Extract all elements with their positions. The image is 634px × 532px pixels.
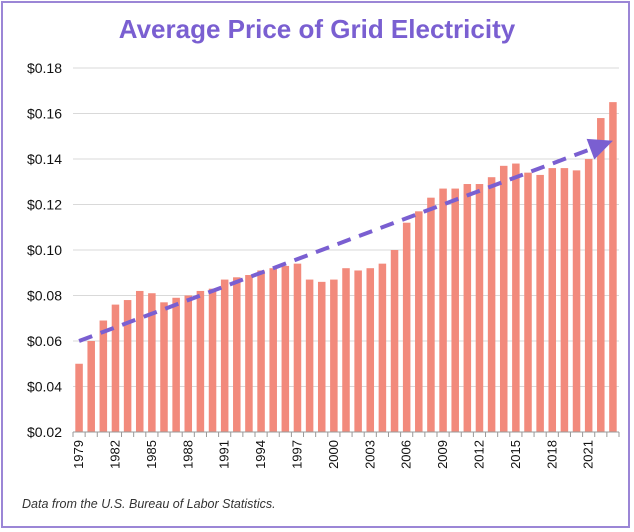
bar xyxy=(402,222,411,432)
bar xyxy=(184,295,193,432)
bar xyxy=(257,270,265,432)
bar xyxy=(75,363,83,432)
bar xyxy=(99,320,108,432)
bar xyxy=(427,197,435,432)
bar xyxy=(451,188,459,432)
x-tick-label: 1997 xyxy=(289,440,304,469)
bar xyxy=(512,163,520,433)
y-axis-ticks: $0.02 $0.04 $0.06 $0.08 $0.10 $0.12 $0.14 $0.16… xyxy=(27,60,62,440)
bar xyxy=(560,168,569,432)
bar xyxy=(354,270,362,432)
bar xyxy=(160,302,168,432)
x-tick-label: 2012 xyxy=(471,440,486,469)
trendline-arrowhead xyxy=(586,138,613,160)
x-tick-label: 2003 xyxy=(362,440,377,469)
bar xyxy=(233,277,241,432)
bar xyxy=(196,290,205,432)
x-tick-label: 2000 xyxy=(326,440,341,469)
bar xyxy=(148,293,156,432)
bar xyxy=(475,184,484,432)
y-tick-label: $0.06 xyxy=(27,333,62,349)
x-axis xyxy=(72,431,620,437)
bar xyxy=(330,279,338,432)
trendline xyxy=(78,138,613,343)
bar xyxy=(366,268,375,432)
bar xyxy=(487,177,496,432)
bar xyxy=(584,159,593,432)
y-tick-label: $0.12 xyxy=(27,197,62,213)
y-tick-label: $0.16 xyxy=(27,106,62,122)
bar xyxy=(269,268,277,432)
x-tick-label: 1985 xyxy=(144,440,159,469)
x-tick-label: 2006 xyxy=(399,440,414,469)
bar xyxy=(293,263,302,432)
bar xyxy=(439,188,447,432)
x-tick-label: 2021 xyxy=(581,440,596,469)
bar xyxy=(317,281,326,432)
x-tick-label: 2009 xyxy=(435,440,450,469)
bar xyxy=(245,275,253,432)
bar xyxy=(572,170,581,432)
chart-title: Average Price of Grid Electricity xyxy=(118,14,516,44)
bar xyxy=(378,263,387,432)
bar xyxy=(111,304,120,432)
y-tick-label: $0.08 xyxy=(27,288,62,304)
y-tick-label: $0.10 xyxy=(27,242,62,258)
bar xyxy=(609,102,617,432)
x-axis-ticks: 1979 1982 1985 1988 1991 1994 1997 2000 2003 2006… xyxy=(71,440,596,469)
x-tick-label: 1991 xyxy=(217,440,232,469)
bar xyxy=(536,174,544,433)
bar xyxy=(220,279,229,432)
bar xyxy=(390,250,399,432)
bar xyxy=(172,297,180,432)
source-note: Data from the U.S. Bureau of Labor Stati… xyxy=(22,497,276,511)
bar xyxy=(342,268,350,432)
x-tick-label: 1994 xyxy=(253,440,268,469)
x-tick-label: 1988 xyxy=(180,440,195,469)
x-tick-label: 1979 xyxy=(71,440,86,469)
x-tick-label: 2015 xyxy=(508,440,523,469)
bar xyxy=(208,288,217,432)
bar xyxy=(597,118,605,433)
bar xyxy=(524,172,532,432)
bar xyxy=(123,300,132,432)
bar xyxy=(499,165,508,432)
bar xyxy=(415,211,423,432)
y-tick-label: $0.04 xyxy=(27,379,62,395)
bar xyxy=(281,265,290,432)
bar xyxy=(135,290,144,432)
bar xyxy=(87,341,95,432)
y-tick-label: $0.02 xyxy=(27,424,62,440)
x-tick-label: 2018 xyxy=(544,440,559,469)
y-tick-label: $0.14 xyxy=(27,151,62,167)
bars xyxy=(75,102,617,433)
x-tick-label: 1982 xyxy=(107,440,122,469)
bar xyxy=(463,184,472,432)
bar xyxy=(548,168,557,432)
y-tick-label: $0.18 xyxy=(27,60,62,76)
bar xyxy=(305,279,314,432)
